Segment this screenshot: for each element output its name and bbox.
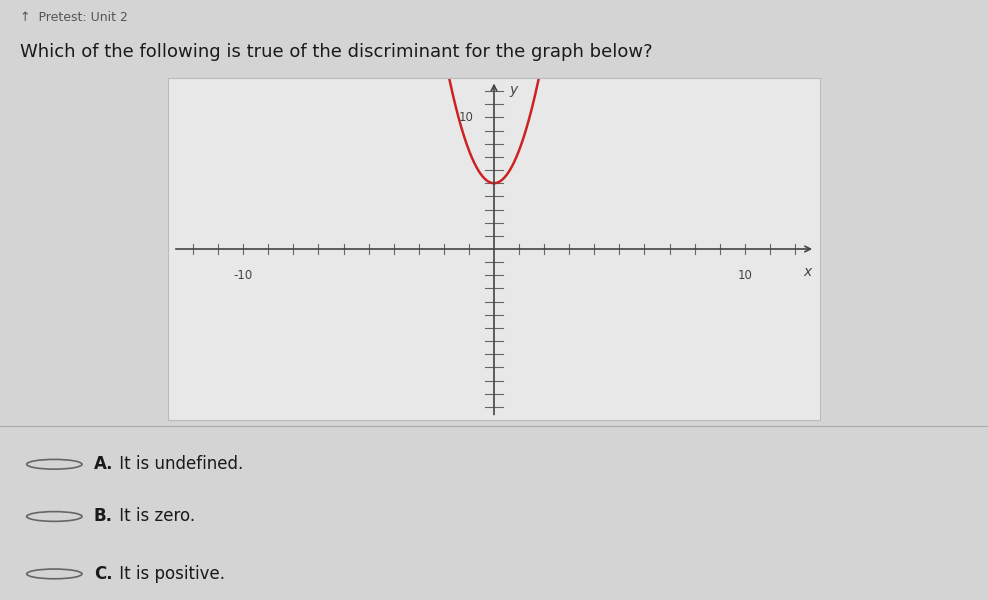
Text: C.: C. [94, 565, 113, 583]
Text: It is undefined.: It is undefined. [114, 455, 243, 473]
Text: -10: -10 [233, 269, 253, 282]
Text: A.: A. [94, 455, 114, 473]
Text: x: x [803, 265, 811, 279]
Text: ↑  Pretest: Unit 2: ↑ Pretest: Unit 2 [20, 11, 127, 24]
Text: B.: B. [94, 508, 113, 526]
Text: It is zero.: It is zero. [114, 508, 195, 526]
Text: It is positive.: It is positive. [114, 565, 224, 583]
Text: y: y [509, 83, 518, 97]
Text: Which of the following is true of the discriminant for the graph below?: Which of the following is true of the di… [20, 43, 652, 61]
Text: 10: 10 [459, 111, 474, 124]
Text: 10: 10 [737, 269, 752, 282]
